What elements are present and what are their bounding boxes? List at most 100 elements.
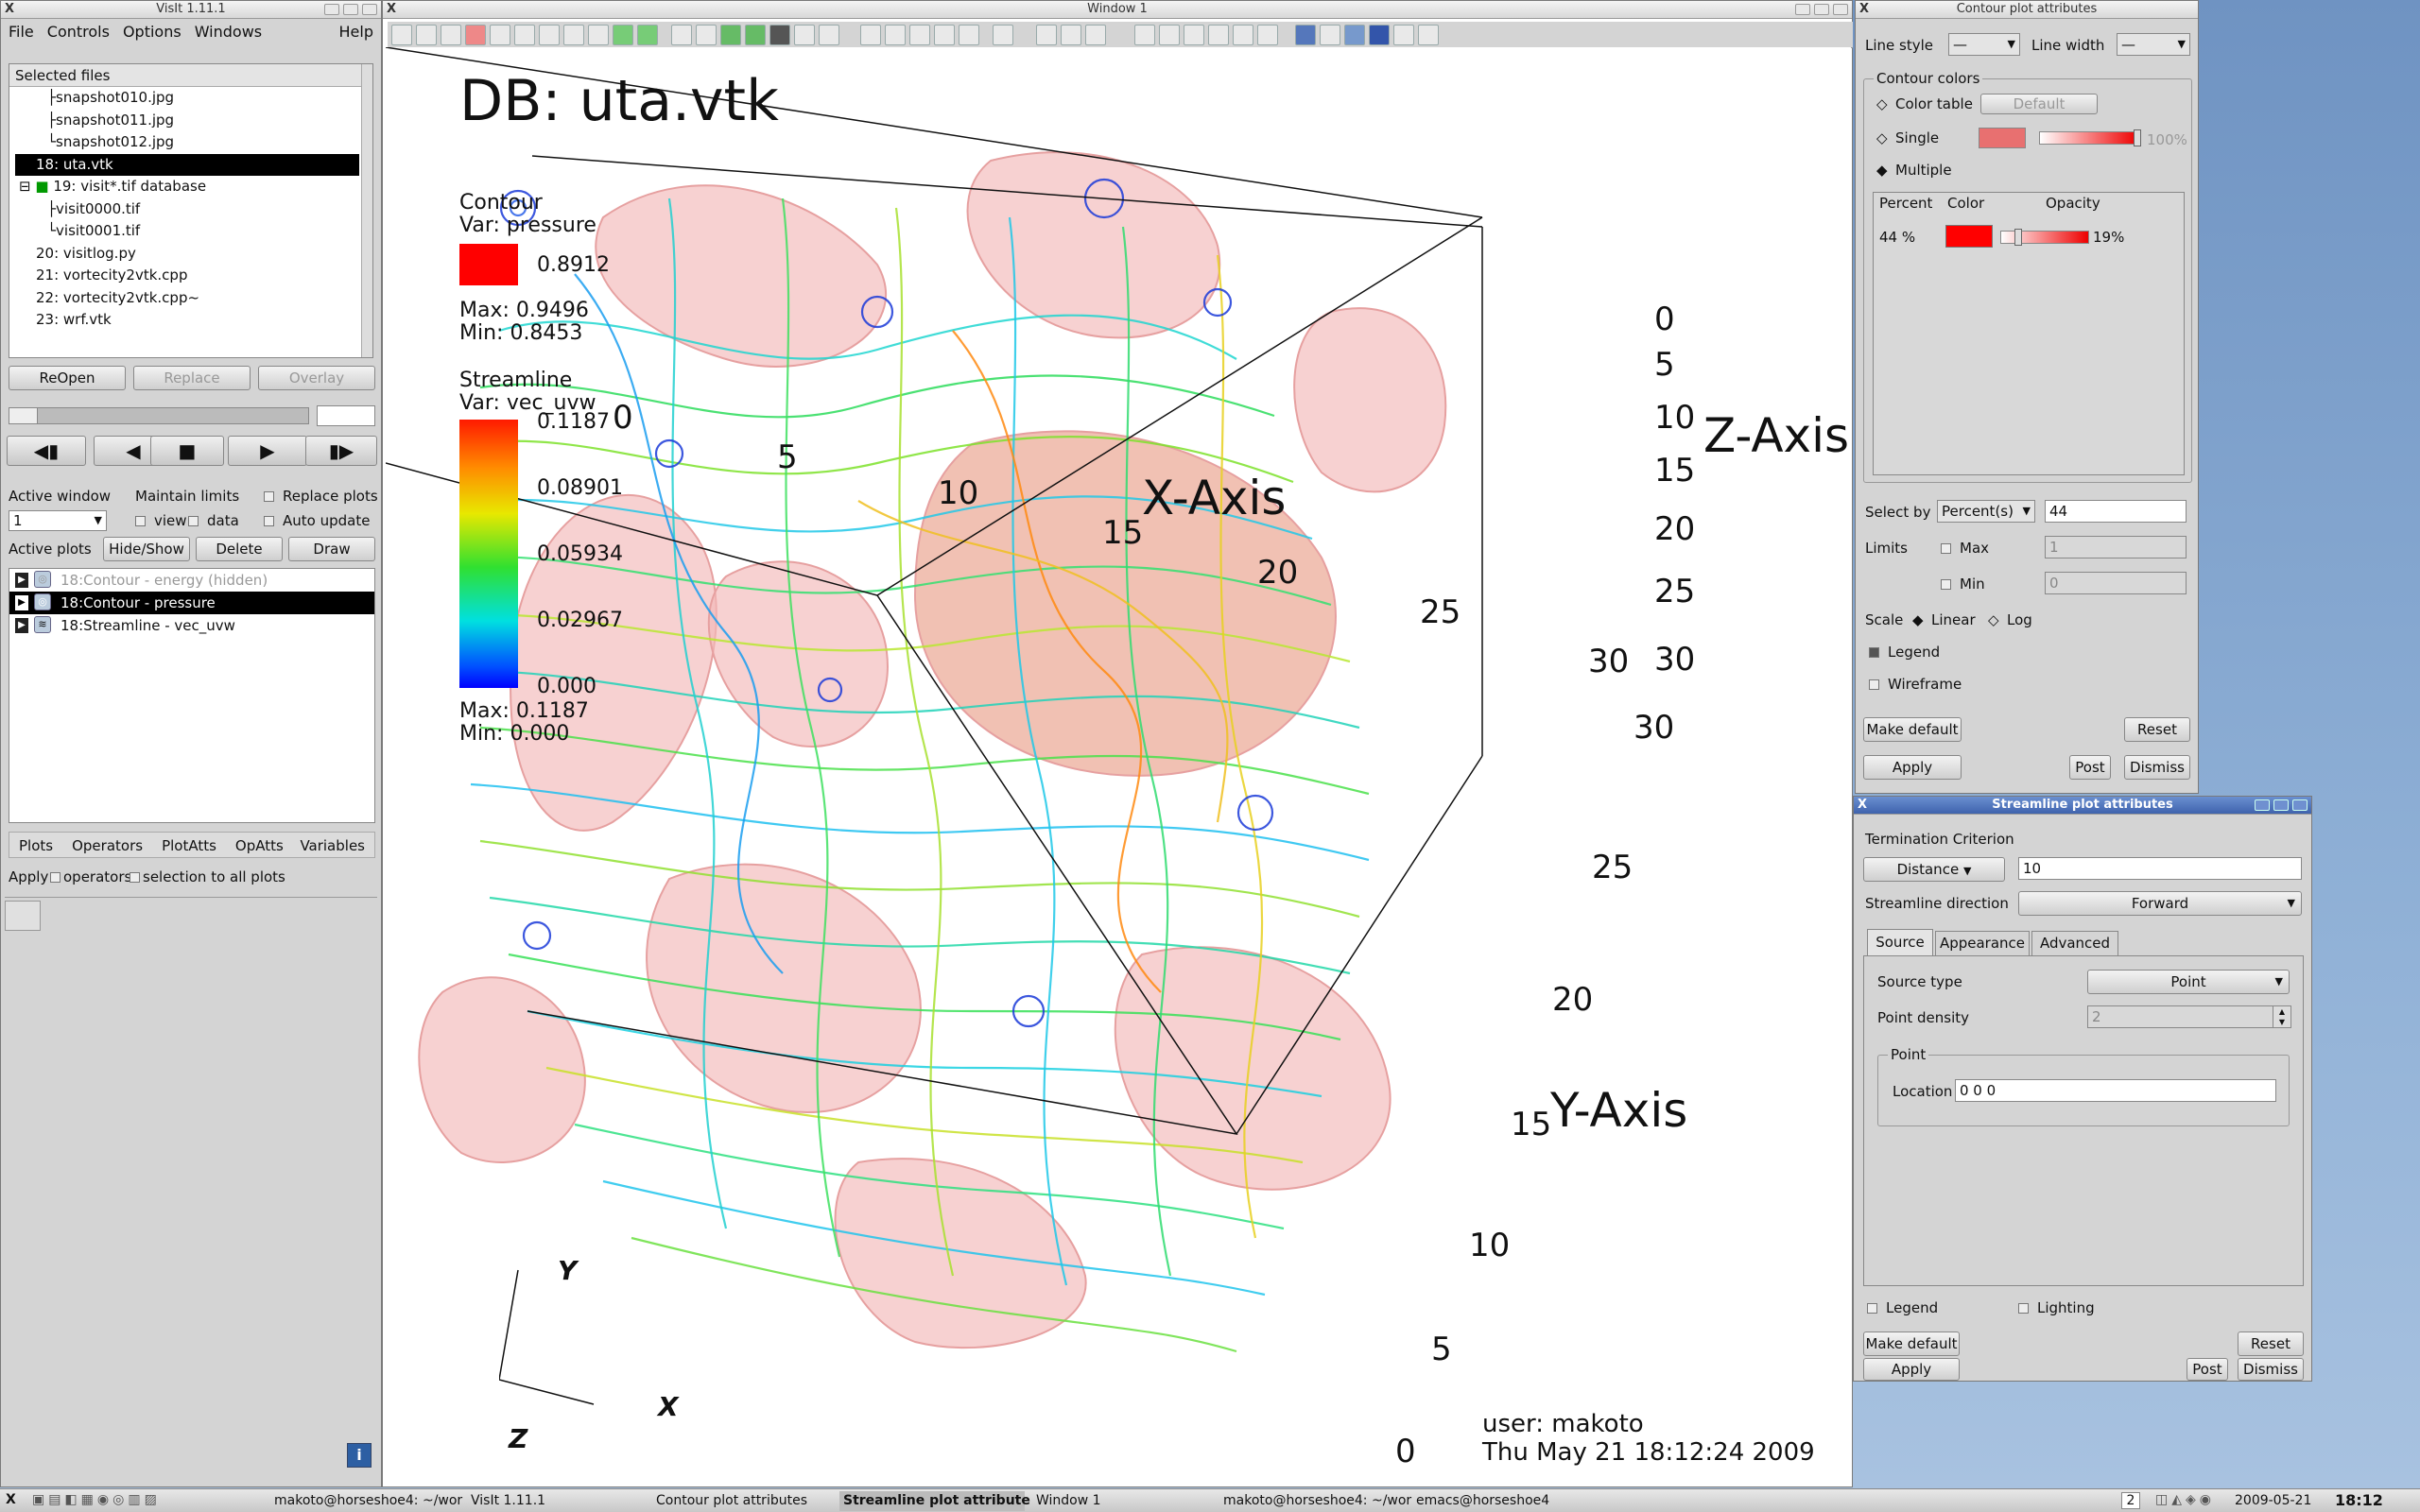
- chevron-down-icon[interactable]: ▼: [2274, 975, 2283, 988]
- menu-help[interactable]: Help: [338, 23, 373, 41]
- view-3d-icon[interactable]: [1295, 25, 1316, 45]
- tool-line-icon[interactable]: [720, 25, 741, 45]
- slider-handle[interactable]: [2134, 129, 2141, 146]
- post-button[interactable]: Post: [2187, 1358, 2228, 1381]
- apply-selection-checkbox[interactable]: [130, 872, 140, 883]
- file-item[interactable]: 20: visitlog.py: [36, 244, 136, 262]
- time-slider[interactable]: [9, 407, 309, 424]
- data-checkbox[interactable]: [188, 516, 199, 526]
- row-opacity-slider[interactable]: [2000, 229, 2089, 246]
- minimize-icon[interactable]: [2255, 799, 2270, 811]
- lineout-mode-icon[interactable]: [1085, 25, 1106, 45]
- multiple-colors-table[interactable]: Percent Color Opacity 44 % 19%: [1873, 192, 2185, 475]
- plots-menu[interactable]: Plots: [19, 837, 54, 854]
- shade-icon[interactable]: [362, 4, 377, 15]
- termination-type-select[interactable]: Distance ▼: [1863, 857, 2005, 882]
- time-state-field[interactable]: [317, 405, 375, 426]
- file-item[interactable]: └snapshot012.jpg: [47, 133, 175, 150]
- min-input[interactable]: 0: [2045, 572, 2187, 594]
- splitter-handle[interactable]: [5, 901, 41, 931]
- task-streamline-atts[interactable]: Streamline plot attribute: [839, 1491, 1030, 1511]
- chevron-down-icon[interactable]: ▼: [2177, 38, 2186, 50]
- frame-forward-button[interactable]: ▮▶: [305, 436, 377, 466]
- tool-point-icon[interactable]: [794, 25, 815, 45]
- play-frame-icon[interactable]: [934, 25, 955, 45]
- navigate-icon[interactable]: [1134, 25, 1155, 45]
- expand-arrow-icon[interactable]: ▶: [15, 595, 28, 610]
- first-frame-icon[interactable]: [860, 25, 881, 45]
- file-item[interactable]: ├snapshot011.jpg: [47, 111, 175, 129]
- new-window-icon[interactable]: [416, 25, 437, 45]
- file-item[interactable]: 23: wrf.vtk: [36, 311, 112, 328]
- chevron-down-icon[interactable]: ▼: [2287, 897, 2295, 909]
- maximize-icon[interactable]: [2273, 799, 2289, 811]
- point-density-stepper[interactable]: ▲ ▼: [2273, 1005, 2291, 1028]
- single-opacity-slider[interactable]: [2039, 129, 2141, 146]
- max-checkbox[interactable]: [1941, 543, 1951, 554]
- spin-icon[interactable]: [1393, 25, 1414, 45]
- undo-view-icon[interactable]: [1369, 25, 1390, 45]
- make-default-button[interactable]: Make default: [1863, 1332, 1960, 1356]
- view-checkbox[interactable]: [135, 516, 146, 526]
- task-contour-atts[interactable]: Contour plot attributes: [656, 1493, 807, 1508]
- apply-operators-checkbox[interactable]: [50, 872, 60, 883]
- clear-window-icon[interactable]: [391, 25, 412, 45]
- maximize-icon[interactable]: [343, 4, 358, 15]
- close-icon[interactable]: X: [5, 2, 15, 16]
- active-window-select[interactable]: 1 ▼: [9, 510, 107, 531]
- selected-files-list[interactable]: Selected files ├snapshot010.jpg ├snapsho…: [9, 63, 373, 358]
- pick-zone-icon[interactable]: [1159, 25, 1180, 45]
- tool-axis-icon[interactable]: [819, 25, 839, 45]
- expand-icon[interactable]: ⊟: [19, 178, 31, 195]
- vis-titlebar[interactable]: X Window 1: [383, 1, 1852, 19]
- zoom-icon[interactable]: [1208, 25, 1229, 45]
- source-type-select[interactable]: Point ▼: [2087, 970, 2290, 994]
- point-density-input[interactable]: 2: [2087, 1005, 2290, 1028]
- perspective-icon[interactable]: [1320, 25, 1340, 45]
- task-terminal-2[interactable]: makoto@horseshoe4: ~/wor: [1223, 1493, 1412, 1508]
- spreadsheet-pick-icon[interactable]: [1257, 25, 1278, 45]
- lock-time-icon[interactable]: [637, 25, 658, 45]
- task-window1[interactable]: Window 1: [1036, 1493, 1101, 1508]
- expand-arrow-icon[interactable]: ▶: [15, 618, 28, 633]
- maximize-icon[interactable]: [1814, 4, 1829, 15]
- color-table-default-button[interactable]: Default: [1980, 94, 2098, 114]
- vis-canvas[interactable]: DB: uta.vtk Contour Var: pressure 0.8912…: [386, 47, 1851, 1484]
- menu-file[interactable]: File: [9, 23, 34, 41]
- stop-button[interactable]: ■: [150, 436, 224, 466]
- file-item[interactable]: └visit0001.tif: [47, 222, 141, 239]
- termination-value-input[interactable]: 10: [2018, 857, 2302, 880]
- plot-row[interactable]: ▶ ≋ 18:Streamline - vec_uvw: [9, 614, 374, 637]
- choose-center-icon[interactable]: [1418, 25, 1439, 45]
- launcher-icons[interactable]: ▣▤◧▦◉◎▥▨: [32, 1492, 161, 1507]
- select-by-select[interactable]: Percent(s) ▼: [1937, 500, 2035, 523]
- linear-radio[interactable]: ◆: [1912, 611, 1924, 628]
- invert-background-icon[interactable]: [671, 25, 692, 45]
- close-icon[interactable]: X: [1858, 798, 1868, 812]
- tool-sphere-icon[interactable]: [769, 25, 790, 45]
- info-icon[interactable]: i: [347, 1443, 372, 1468]
- tool-box-icon[interactable]: [696, 25, 717, 45]
- legend-checkbox[interactable]: [1869, 647, 1879, 658]
- min-checkbox[interactable]: [1941, 579, 1951, 590]
- apply-button[interactable]: Apply: [1863, 755, 1962, 780]
- file-item[interactable]: 22: vortecity2vtk.cpp~: [36, 288, 200, 306]
- lighting-checkbox[interactable]: [2018, 1303, 2029, 1314]
- overlay-button[interactable]: Overlay: [258, 366, 375, 390]
- lock-view-icon[interactable]: [613, 25, 633, 45]
- hide-show-button[interactable]: Hide/Show: [103, 537, 190, 561]
- task-visit[interactable]: VisIt 1.11.1: [471, 1493, 546, 1508]
- tab-source[interactable]: Source: [1867, 929, 1933, 955]
- task-terminal[interactable]: makoto@horseshoe4: ~/wor: [274, 1493, 463, 1508]
- chevron-down-icon[interactable]: ▼: [94, 514, 102, 526]
- menu-controls[interactable]: Controls: [46, 23, 110, 41]
- reset-button[interactable]: Reset: [2124, 717, 2190, 742]
- chevron-down-icon[interactable]: ▼: [2007, 38, 2015, 50]
- select-value-input[interactable]: 44: [2045, 500, 2187, 523]
- post-button[interactable]: Post: [2069, 755, 2111, 780]
- auto-update-checkbox[interactable]: [264, 516, 274, 526]
- tool-plane-icon[interactable]: [745, 25, 766, 45]
- operators-menu[interactable]: Operators: [72, 837, 144, 854]
- time-slider-handle[interactable]: [9, 408, 38, 423]
- plotatts-menu[interactable]: PlotAtts: [162, 837, 216, 854]
